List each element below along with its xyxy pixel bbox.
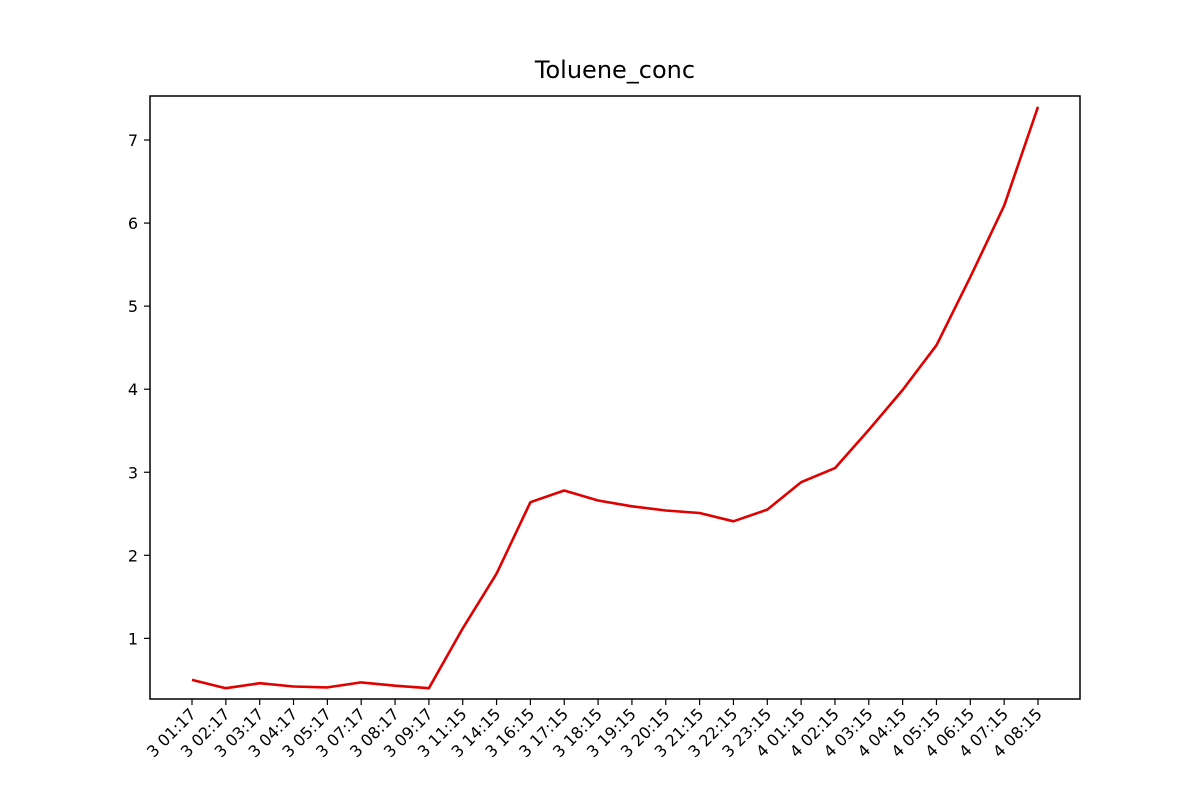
y-tick-label: 4: [128, 380, 138, 399]
y-tick-label: 6: [128, 214, 138, 233]
plot-series: [191, 106, 1040, 690]
x-axis: 3 01:173 02:173 03:173 04:173 05:173 07:…: [143, 699, 1046, 761]
plot-frame: [149, 95, 1081, 700]
y-axis: 1 2 3 4 5 6 7: [128, 131, 150, 648]
y-tick-label: 3: [128, 463, 138, 482]
y-tick-label: 1: [128, 629, 138, 648]
chart-title: Toluene_conc: [534, 56, 695, 84]
y-tick-label: 5: [128, 297, 138, 316]
y-tick-label: 2: [128, 546, 138, 565]
y-tick-label: 7: [128, 131, 138, 150]
series-line: [191, 106, 1040, 690]
